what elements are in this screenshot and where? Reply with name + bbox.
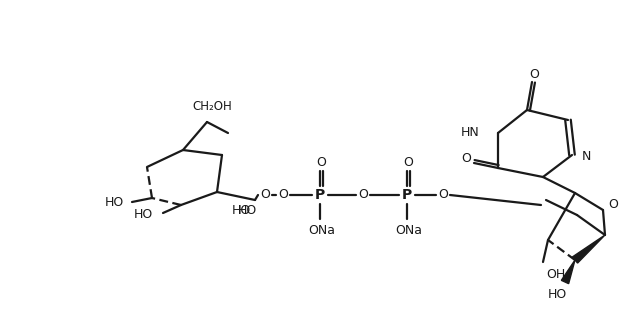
Text: N: N	[581, 151, 591, 164]
Text: O: O	[278, 188, 288, 201]
Text: HO: HO	[547, 289, 566, 302]
Polygon shape	[561, 260, 575, 284]
Text: P: P	[315, 188, 325, 202]
Text: O: O	[260, 188, 270, 201]
Text: OH: OH	[547, 269, 566, 281]
Text: O: O	[316, 156, 326, 170]
Text: HO: HO	[237, 204, 257, 217]
Polygon shape	[572, 235, 605, 263]
Text: ONa: ONa	[308, 224, 335, 236]
Text: HN: HN	[461, 126, 480, 140]
Text: O: O	[529, 67, 539, 81]
Text: O: O	[461, 153, 471, 166]
Text: HO: HO	[104, 196, 124, 209]
Text: O: O	[438, 188, 448, 201]
Text: HO: HO	[133, 209, 152, 221]
Text: ONa: ONa	[396, 224, 422, 236]
Text: O: O	[608, 199, 618, 212]
Text: HO: HO	[232, 203, 251, 216]
Text: O: O	[358, 188, 368, 201]
Text: CH₂OH: CH₂OH	[192, 99, 232, 112]
Text: P: P	[402, 188, 412, 202]
Text: O: O	[403, 156, 413, 170]
